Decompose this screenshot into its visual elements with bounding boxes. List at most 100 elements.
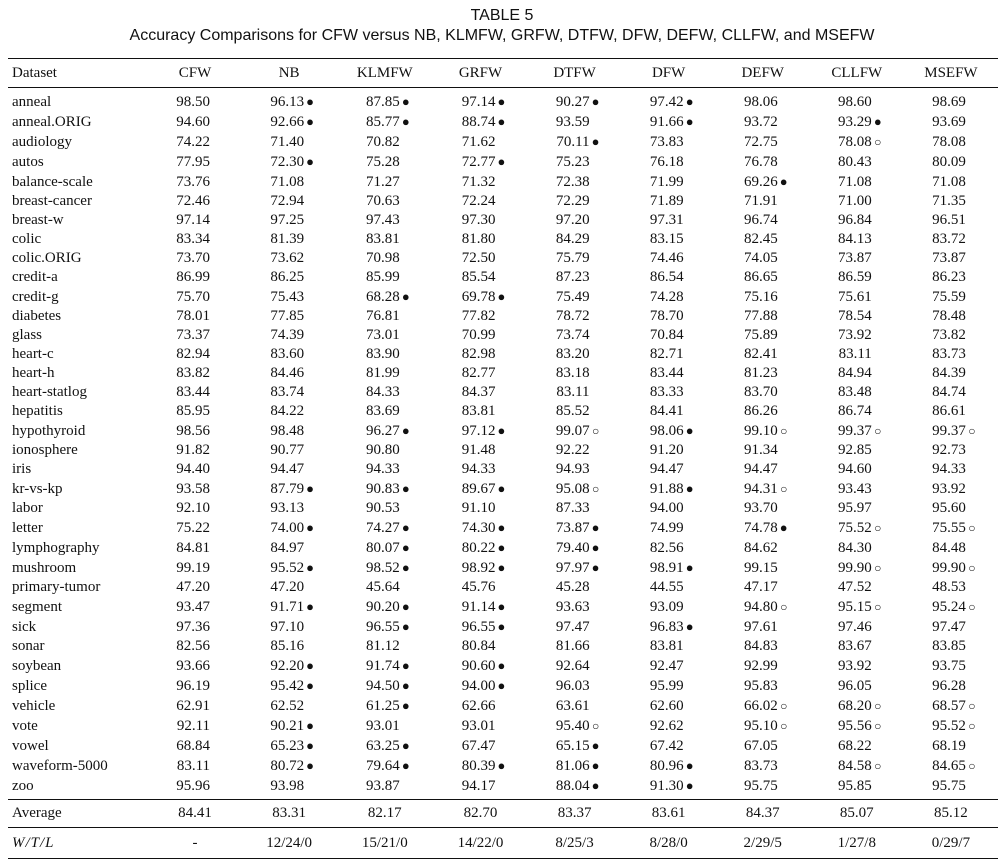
col-header-cllfw: CLLFW [831, 65, 883, 81]
accuracy-value: 80.07 [366, 540, 400, 556]
average-value: 82.17 [367, 805, 402, 821]
filled-circle-icon: ● [591, 778, 600, 793]
accuracy-cell: 97.31 [622, 211, 716, 230]
accuracy-cell: 70.98 [336, 249, 433, 268]
accuracy-value: 90.83 [366, 481, 400, 497]
accuracy-cell: 93.29 ● [810, 112, 904, 132]
accuracy-value: 97.20 [555, 212, 590, 228]
accuracy-value: 86.65 [743, 269, 778, 285]
accuracy-cell: 92.10 [148, 499, 242, 518]
accuracy-value: 86.54 [649, 269, 684, 285]
accuracy-value: 68.19 [932, 737, 966, 754]
accuracy-cell: 98.50 [148, 88, 242, 113]
accuracy-value: 73.62 [270, 250, 305, 266]
table-row: lymphography 84.81 84.97 80.07 ● 80.22 ● 79.40 ●… [8, 538, 998, 558]
accuracy-cell: 93.58 [148, 479, 242, 499]
accuracy-cell: 97.14 ● [433, 88, 527, 113]
accuracy-value: 84.39 [932, 365, 966, 381]
table-row: vote 92.11 90.21 ● 93.01 93.01 95.40 ○ 92.62 95.1… [8, 716, 998, 736]
accuracy-value: 81.99 [366, 365, 400, 381]
accuracy-value: 96.05 [838, 677, 872, 694]
filled-circle-icon: ● [401, 658, 410, 673]
dataset-name: balance-scale [12, 173, 93, 190]
accuracy-cell: 94.00 [622, 499, 716, 518]
wtl-value: 14/22/0 [457, 835, 504, 851]
accuracy-value: 83.81 [366, 231, 400, 247]
accuracy-value: 84.33 [366, 384, 400, 400]
accuracy-value: 94.40 [176, 461, 211, 477]
accuracy-value: 83.44 [176, 384, 211, 400]
accuracy-value: 75.22 [176, 519, 211, 536]
accuracy-cell: 71.08 [904, 172, 998, 192]
dataset-name: splice [12, 677, 47, 694]
accuracy-value: 86.25 [270, 269, 305, 285]
accuracy-cell: 77.85 [242, 307, 336, 326]
accuracy-cell: 98.91 ● [622, 558, 716, 578]
accuracy-cell: 93.13 [242, 499, 336, 518]
accuracy-value: 96.55 [366, 619, 400, 635]
accuracy-value: 91.14 [461, 599, 496, 615]
accuracy-table: Dataset CFW NB KLMFW GRFW DTFW DFW DEFW … [8, 58, 998, 859]
filled-circle-icon: ● [306, 154, 315, 169]
accuracy-cell: 95.52 ● [242, 558, 336, 578]
filled-circle-icon: ● [401, 678, 410, 693]
accuracy-value: 95.99 [649, 677, 684, 694]
hollow-circle-icon: ○ [591, 423, 600, 438]
accuracy-value: 74.28 [649, 288, 684, 305]
accuracy-cell: 83.11 [528, 383, 622, 402]
accuracy-cell: 82.77 [433, 364, 527, 383]
accuracy-cell: 72.24 [433, 192, 527, 211]
accuracy-value: 47.20 [176, 579, 211, 595]
accuracy-cell: 77.82 [433, 307, 527, 326]
accuracy-value: 82.94 [176, 346, 211, 362]
accuracy-cell: 87.33 [528, 499, 622, 518]
accuracy-value: 82.77 [461, 365, 496, 381]
accuracy-value: 99.10 [743, 422, 778, 439]
accuracy-cell: 74.46 [622, 249, 716, 268]
accuracy-cell: 97.12 ● [433, 421, 527, 441]
accuracy-cell: 83.67 [810, 637, 904, 656]
accuracy-cell: 74.78 ● [716, 518, 810, 538]
accuracy-value: 71.08 [838, 173, 872, 190]
accuracy-value: 95.97 [838, 500, 872, 516]
accuracy-cell: 75.16 [716, 287, 810, 307]
accuracy-value: 61.25 [366, 698, 400, 714]
accuracy-cell: 94.33 [904, 460, 998, 479]
accuracy-value: 98.60 [838, 93, 872, 110]
accuracy-cell: 93.59 [528, 112, 622, 132]
accuracy-value: 95.56 [838, 717, 872, 734]
accuracy-value: 69.78 [461, 289, 496, 305]
accuracy-value: 98.69 [932, 93, 966, 110]
accuracy-value: 98.92 [461, 560, 496, 576]
accuracy-cell: 77.88 [716, 307, 810, 326]
accuracy-value: 95.10 [743, 717, 778, 734]
accuracy-cell: 74.00 ● [242, 518, 336, 538]
accuracy-value: 83.74 [270, 384, 305, 400]
accuracy-cell: 74.27 ● [336, 518, 433, 538]
wtl-value: 12/24/0 [266, 835, 313, 851]
accuracy-value: 95.83 [743, 677, 778, 694]
accuracy-value: 92.22 [555, 442, 590, 458]
accuracy-value: 97.10 [270, 618, 305, 635]
filled-circle-icon: ● [306, 758, 315, 773]
accuracy-cell: 83.33 [622, 383, 716, 402]
accuracy-cell: 86.74 [810, 402, 904, 421]
accuracy-value: 71.35 [932, 193, 966, 209]
filled-circle-icon: ● [306, 599, 315, 614]
accuracy-value: 87.33 [555, 500, 590, 516]
filled-circle-icon: ● [497, 540, 506, 555]
accuracy-cell: 72.50 [433, 249, 527, 268]
accuracy-cell: 81.80 [433, 230, 527, 249]
accuracy-cell: 73.74 [528, 326, 622, 345]
accuracy-value: 84.37 [461, 384, 496, 400]
accuracy-cell: 92.73 [904, 441, 998, 460]
accuracy-cell: 91.30 ● [622, 776, 716, 800]
accuracy-value: 83.11 [838, 346, 872, 362]
accuracy-cell: 92.22 [528, 441, 622, 460]
table-row: sick 97.36 97.10 96.55 ● 96.55 ● 97.47 96.83 ● 97.… [8, 617, 998, 637]
accuracy-cell: 85.54 [433, 268, 527, 287]
accuracy-value: 79.40 [555, 540, 590, 556]
accuracy-value: 97.14 [176, 212, 211, 228]
filled-circle-icon: ● [306, 560, 315, 575]
accuracy-value: 97.42 [649, 94, 684, 110]
